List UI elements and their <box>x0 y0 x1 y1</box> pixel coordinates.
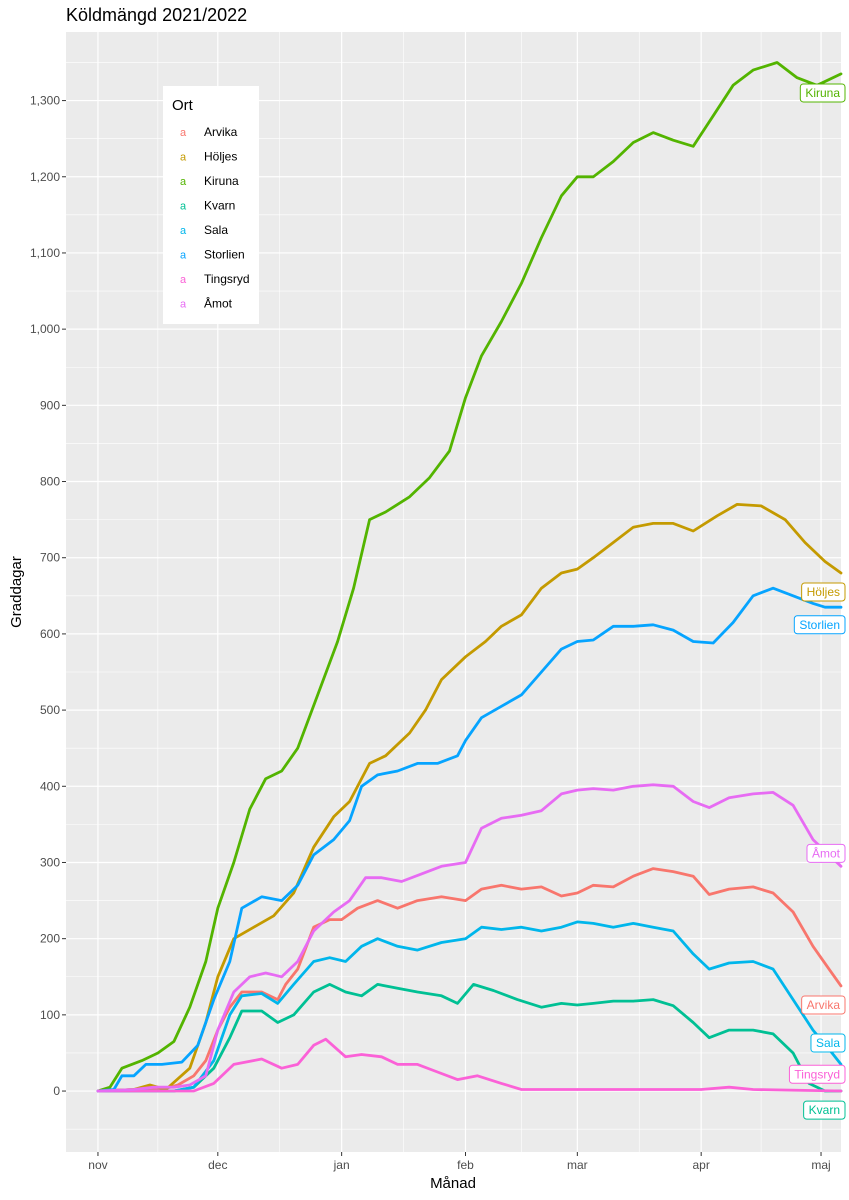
y-axis: 0 100 200 300 400 500 600 700 800 900 1,000 1,100 1,… <box>30 94 66 1098</box>
legend: Ort a Arvika a Höljes a Kiruna a Kvarn a Sala a Sto… <box>163 86 259 324</box>
legend-key-glyph: a <box>180 152 187 164</box>
end-label-text: Kvarn <box>809 1103 840 1117</box>
y-tick-label: 800 <box>40 475 60 489</box>
y-tick-label: 900 <box>40 398 60 412</box>
y-tick-label: 700 <box>40 551 60 565</box>
x-tick-label: nov <box>88 1158 107 1172</box>
end-label-box <box>801 582 846 602</box>
legend-label-kvarn: Kvarn <box>204 199 235 213</box>
end-label-box <box>801 995 846 1015</box>
legend-key-glyph: a <box>180 250 187 262</box>
legend-label-höljes: Höljes <box>204 150 237 164</box>
legend-label-kiruna: Kiruna <box>204 174 239 188</box>
legend-title: Ort <box>172 97 194 114</box>
series-line-sala <box>96 920 843 1093</box>
y-tick-label: 100 <box>40 1008 60 1022</box>
legend-label-sala: Sala <box>204 223 228 237</box>
series-line-kiruna <box>96 61 843 1093</box>
end-label-åmot: Åmot <box>806 843 846 863</box>
legend-key-glyph: a <box>180 201 187 213</box>
x-tick-label: apr <box>693 1158 710 1172</box>
x-tick-label: mar <box>567 1158 588 1172</box>
series-line-höljes <box>96 503 843 1093</box>
y-tick-label: 500 <box>40 703 60 717</box>
legend-label-åmot: Åmot <box>204 296 233 311</box>
x-tick-label: feb <box>457 1158 474 1172</box>
series-line-arvika <box>96 867 843 1093</box>
end-label-kvarn: Kvarn <box>803 1100 846 1120</box>
y-tick-label: 200 <box>40 932 60 946</box>
legend-key-glyph: a <box>180 176 187 188</box>
series-line-åmot <box>96 783 843 1093</box>
legend-items: a Arvika a Höljes a Kiruna a Kvarn a Sala a Storlie… <box>180 125 250 311</box>
legend-key-glyph: a <box>180 299 187 311</box>
series-line-storlien <box>96 586 843 1093</box>
legend-label-storlien: Storlien <box>204 248 245 262</box>
end-label-box <box>806 843 846 863</box>
y-tick-label: 1,000 <box>30 322 60 336</box>
y-tick-label: 1,200 <box>30 170 60 184</box>
legend-label-tingsryd: Tingsryd <box>204 272 250 286</box>
y-axis-title: Graddagar <box>8 556 25 628</box>
x-axis-title: Månad <box>430 1175 476 1192</box>
end-label-text: Sala <box>816 1036 840 1050</box>
end-label-box <box>788 1064 846 1084</box>
end-label-text: Höljes <box>807 585 840 599</box>
end-label-storlien: Storlien <box>793 615 846 635</box>
series-line-tingsryd <box>96 1037 843 1093</box>
end-label-tingsryd: Tingsryd <box>788 1064 846 1084</box>
end-label-box <box>793 615 846 635</box>
legend-key-glyph: a <box>180 274 187 286</box>
end-label-box <box>803 1100 846 1120</box>
y-tick-label: 300 <box>40 855 60 869</box>
series-lines <box>96 61 843 1093</box>
legend-box <box>163 86 259 324</box>
end-label-höljes: Höljes <box>801 582 846 602</box>
y-tick-label: 0 <box>53 1084 60 1098</box>
grid-lines <box>66 32 841 1152</box>
end-label-kiruna: Kiruna <box>799 83 846 103</box>
end-label-sala: Sala <box>810 1033 846 1053</box>
end-label-text: Åmot <box>812 845 841 860</box>
end-label-text: Tingsryd <box>794 1067 840 1081</box>
y-tick-label: 400 <box>40 779 60 793</box>
x-tick-label: maj <box>811 1158 830 1172</box>
end-label-text: Kiruna <box>805 86 840 100</box>
legend-label-arvika: Arvika <box>204 125 238 139</box>
end-label-box <box>810 1033 846 1053</box>
x-axis: nov dec jan feb mar apr maj <box>88 1152 831 1172</box>
legend-key-glyph: a <box>180 225 187 237</box>
end-labels: Arvika Höljes Kiruna Kvarn Sala Storlien Tings… <box>788 83 846 1120</box>
y-tick-label: 1,300 <box>30 94 60 108</box>
end-label-text: Storlien <box>799 618 840 632</box>
end-label-arvika: Arvika <box>801 995 846 1015</box>
legend-key-glyph: a <box>180 127 187 139</box>
x-tick-label: jan <box>333 1158 350 1172</box>
end-label-text: Arvika <box>807 998 841 1012</box>
y-tick-label: 1,100 <box>30 246 60 260</box>
chart-title: Köldmängd 2021/2022 <box>66 5 247 25</box>
end-label-box <box>799 83 846 103</box>
x-tick-label: dec <box>208 1158 227 1172</box>
series-line-kvarn <box>96 983 843 1093</box>
y-tick-label: 600 <box>40 627 60 641</box>
